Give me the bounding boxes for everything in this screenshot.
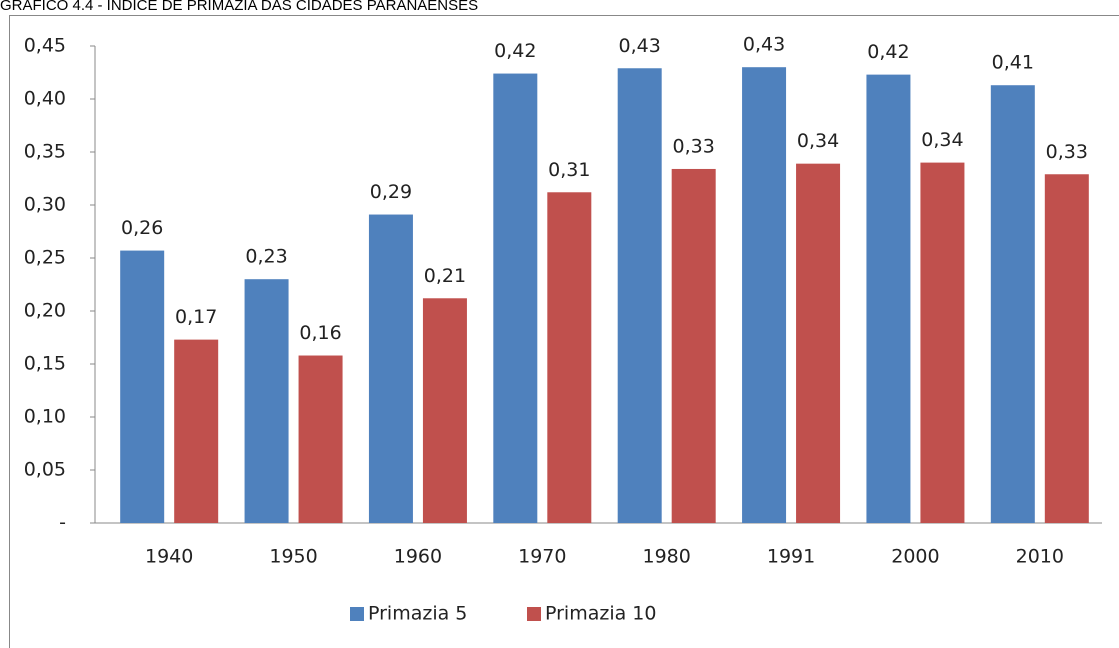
x-tick-label: 1940 [145,546,193,568]
y-tick-label: 0,45 [24,35,66,57]
chart-title: GRÁFICO 4.4 - ÍNDICE DE PRIMAZIA DAS CID… [0,0,478,14]
value-label: 0,41 [992,52,1034,74]
y-tick-label: 0,20 [24,300,66,322]
x-tick-label: 1980 [643,546,691,568]
legend-label: Primazia 10 [545,603,656,625]
bar [174,339,219,523]
bar [1044,174,1089,523]
bar [120,250,165,523]
value-label: 0,16 [299,322,341,344]
bar [244,279,289,523]
bar [493,73,538,523]
bar [368,214,413,524]
y-tick-label: 0,35 [24,141,66,163]
x-tick-label: 1991 [767,546,815,568]
value-label: 0,34 [921,129,963,151]
value-label: 0,26 [121,217,163,239]
value-label: 0,42 [867,41,909,63]
x-tick-label: 1950 [269,546,317,568]
value-label: 0,34 [797,130,839,152]
legend-swatch [527,607,541,621]
bar [422,298,467,523]
bar [920,162,965,523]
x-tick-label: 2000 [891,546,939,568]
y-tick-label: 0,05 [24,459,66,481]
y-tick-label: - [59,512,66,534]
value-label: 0,31 [548,159,590,181]
bar [742,67,787,523]
bar [547,192,592,523]
y-tick-label: 0,40 [24,88,66,110]
x-tick-label: 2010 [1016,546,1064,568]
bar [298,355,343,523]
y-tick-label: 0,25 [24,247,66,269]
y-tick-label: 0,10 [24,406,66,428]
value-label: 0,43 [619,35,661,57]
x-tick-label: 1960 [394,546,442,568]
chart-border [9,15,1119,648]
value-label: 0,33 [673,135,715,157]
value-label: 0,21 [424,265,466,287]
value-label: 0,29 [370,181,412,203]
value-label: 0,42 [494,40,536,62]
legend-label: Primazia 5 [368,603,467,625]
value-label: 0,33 [1046,141,1088,163]
bar [796,163,841,523]
bar [617,68,662,523]
bar [990,85,1035,523]
x-tick-label: 1970 [518,546,566,568]
y-tick-label: 0,30 [24,194,66,216]
bar [671,168,716,523]
legend-swatch [350,607,364,621]
y-tick-label: 0,15 [24,353,66,375]
value-label: 0,23 [245,246,287,268]
value-label: 0,43 [743,34,785,56]
bar [866,74,911,524]
value-label: 0,17 [175,306,217,328]
